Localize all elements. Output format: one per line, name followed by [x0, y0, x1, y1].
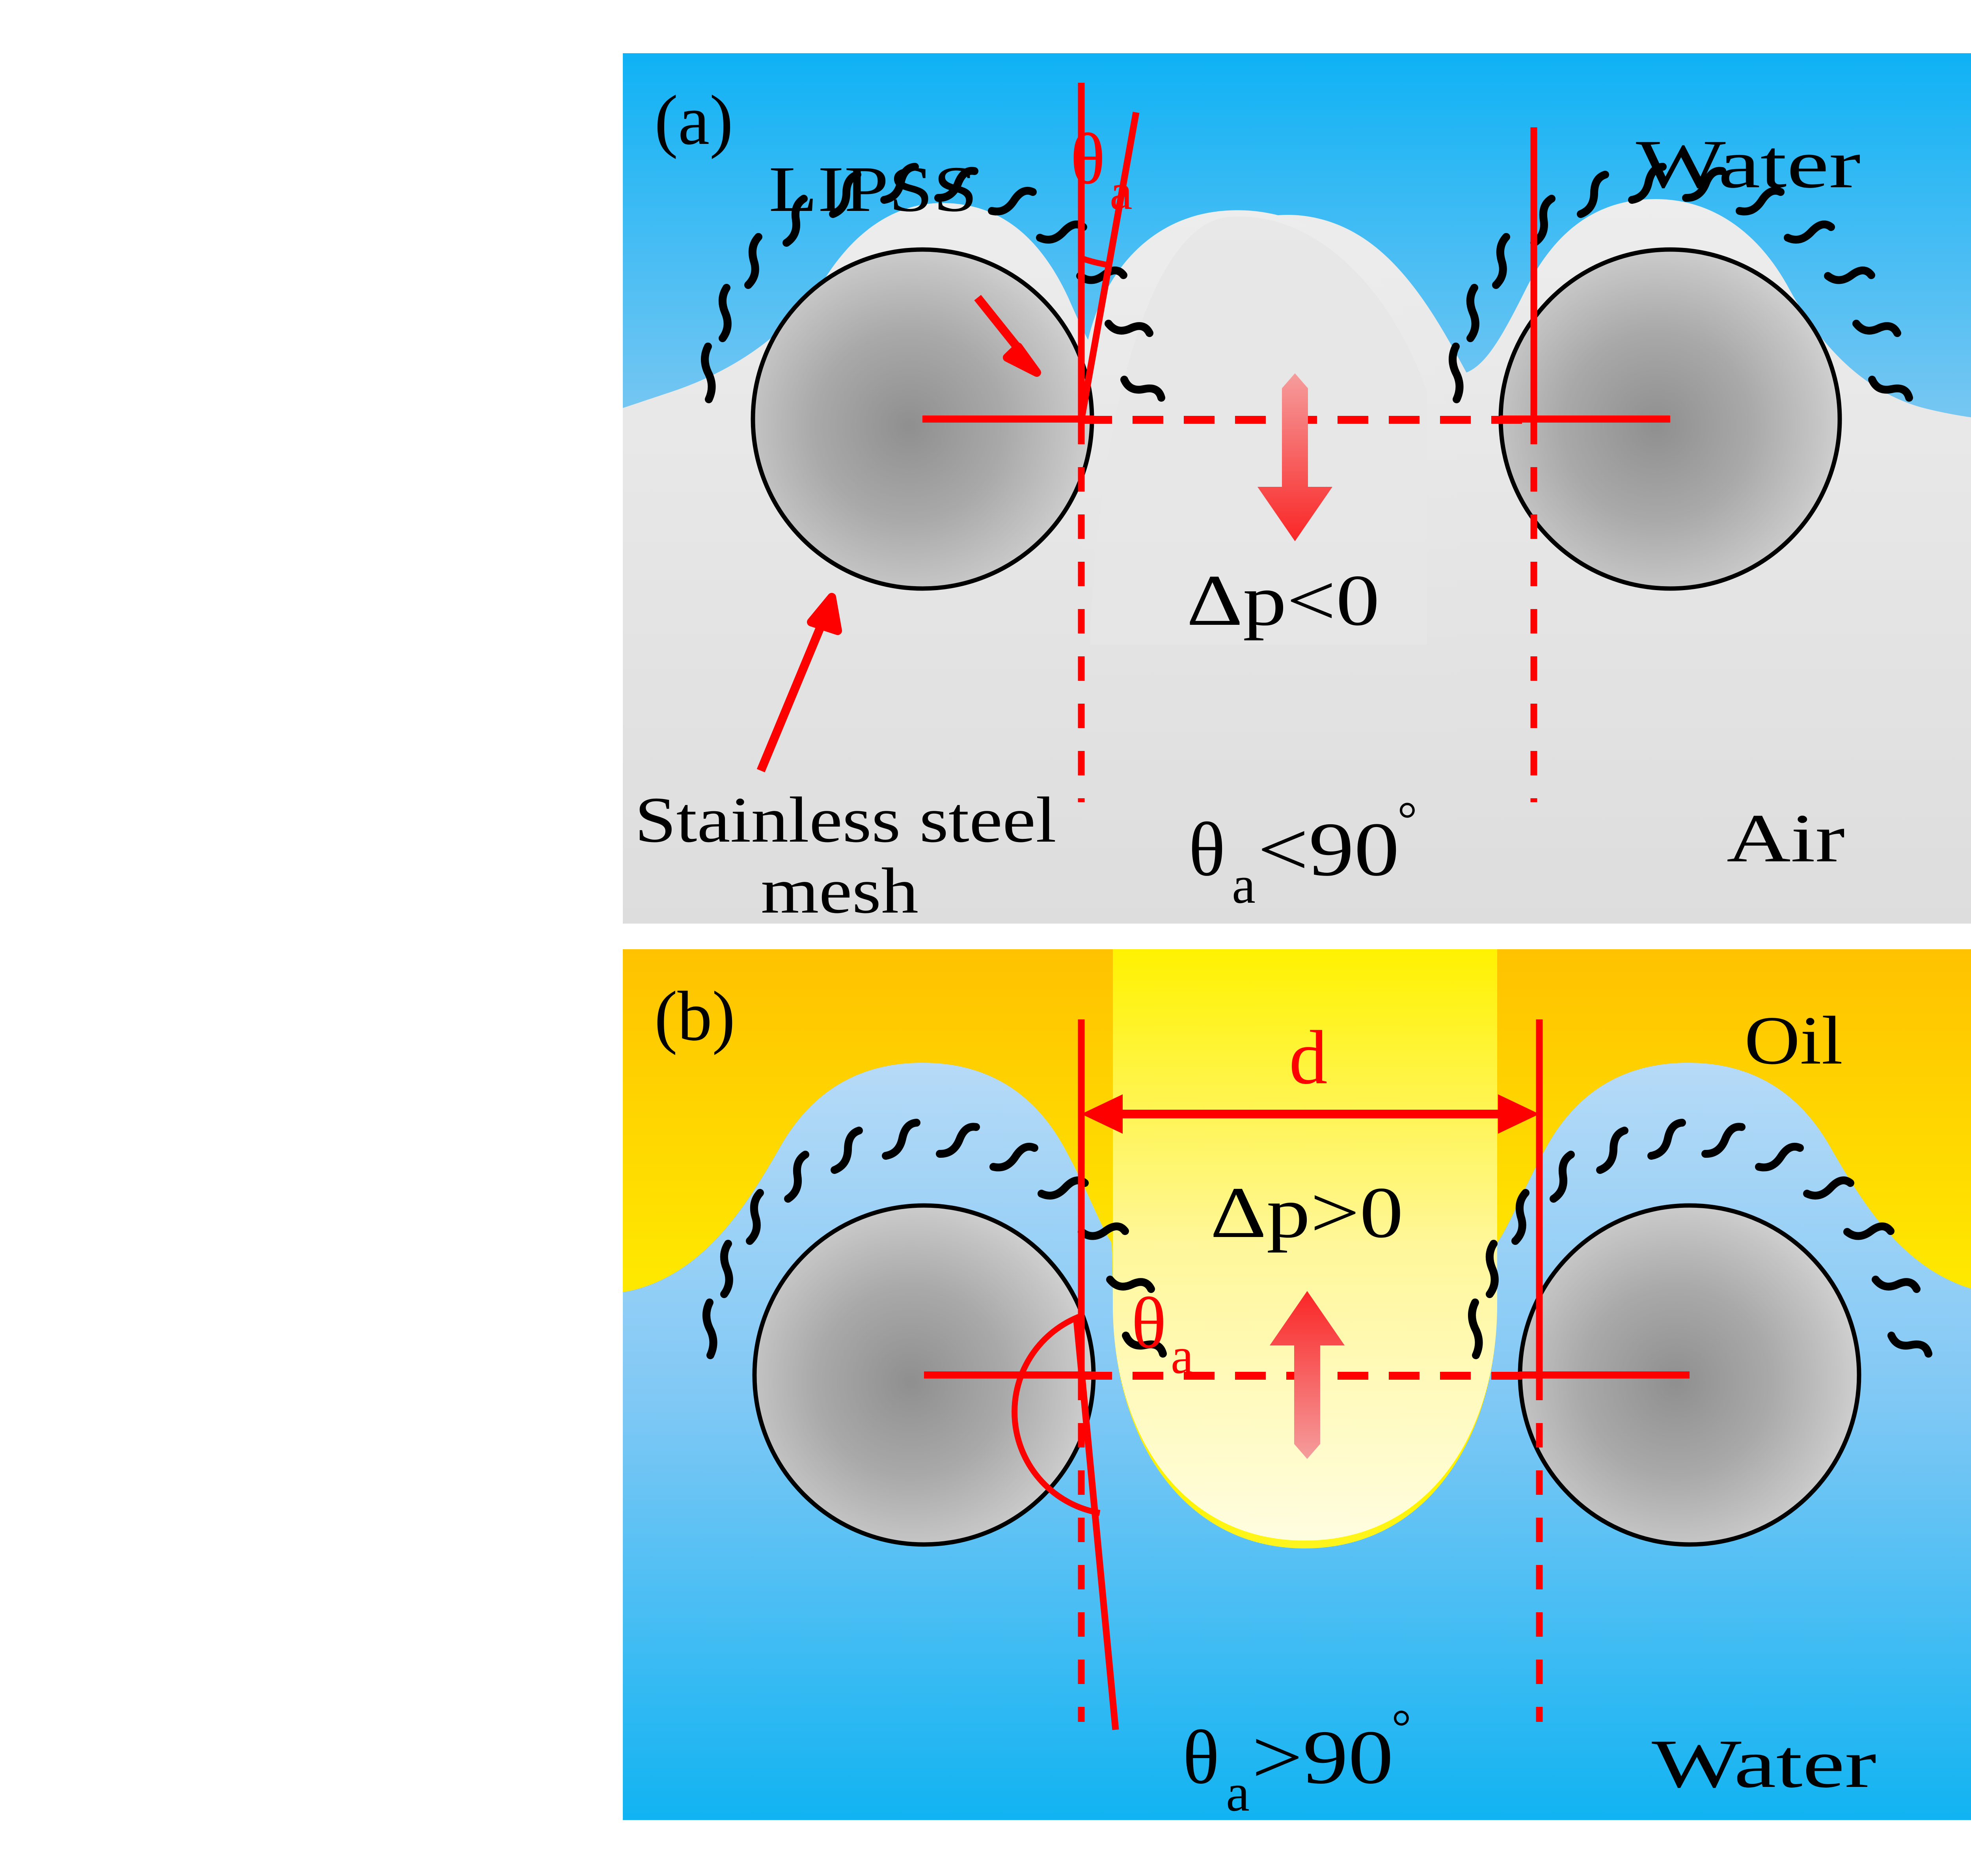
mesh-label-line1-a: Stainless steel	[635, 784, 1056, 856]
lipss-bristles-right-a	[1449, 163, 1913, 403]
dimension-d-arrow-b	[1081, 1094, 1539, 1134]
contact-angle-tangent-b	[1073, 1315, 1119, 1730]
angle-condition-subscript-b: a	[1226, 1764, 1250, 1820]
dimension-d-label-b: d	[1289, 1015, 1328, 1100]
contact-angle-arc-a	[1080, 255, 1111, 268]
panel-b-meniscus-drop	[1113, 949, 1497, 1541]
theta-symbol-b: θ	[1131, 1283, 1166, 1364]
mesh-sphere-left-b	[702, 1119, 1167, 1547]
angle-condition-degree-b: °	[1392, 1700, 1411, 1755]
lipss-bristles-right-b	[1468, 1119, 1932, 1359]
panel-b-tag: (b)	[654, 977, 735, 1055]
theta-subscript-a: a	[1110, 164, 1133, 220]
panel-a-tag: (a)	[654, 81, 733, 159]
angle-condition-theta-a: θ	[1189, 807, 1225, 892]
lipss-callout-arrow-a	[974, 295, 1041, 377]
lipss-bristles-left-b	[702, 1119, 1167, 1359]
pressure-arrow-a	[1257, 333, 1332, 541]
theta-symbol-a: θ	[1070, 119, 1105, 199]
angle-condition-rest-a: <90	[1257, 807, 1399, 892]
theta-subscript-b: a	[1171, 1328, 1194, 1384]
panel-b: (b) Oil Water d Δp>0 θ a θ a >90 °	[623, 949, 1971, 1820]
contact-angle-arc-b	[1012, 1313, 1101, 1516]
water-label-a: Water	[1636, 126, 1861, 202]
mesh-sphere-right-b	[1468, 1119, 1932, 1547]
mesh-callout-arrow-a	[756, 593, 842, 773]
angle-condition-rest-b: >90	[1252, 1715, 1393, 1800]
oil-label-b: Oil	[1744, 1002, 1843, 1079]
lipss-label-a: LIPSS	[769, 153, 978, 225]
angle-condition-degree-a: °	[1397, 792, 1417, 847]
pressure-arrow-b	[1270, 1291, 1345, 1499]
mesh-label-line2-a: mesh	[761, 855, 918, 924]
panel-a: (a) LIPSS Water Air Stainless steel mesh…	[623, 53, 1971, 924]
water-label-b: Water	[1652, 1725, 1876, 1802]
angle-condition-theta-b: θ	[1183, 1715, 1219, 1800]
panel-a-meniscus-highlight	[1090, 216, 1427, 645]
air-label-a: Air	[1727, 800, 1845, 876]
angle-condition-subscript-a: a	[1232, 856, 1256, 915]
pressure-label-b: Δp>0	[1210, 1172, 1403, 1253]
pressure-label-a: Δp<0	[1187, 560, 1380, 641]
